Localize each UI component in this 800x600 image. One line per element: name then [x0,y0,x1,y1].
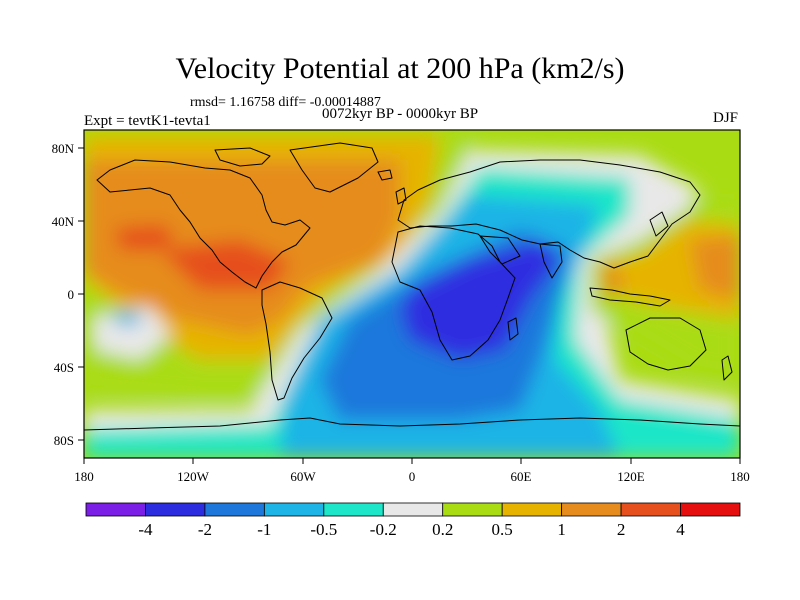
field-cyan-south-pacific [115,312,140,325]
colorbar-bin-4 [323,502,384,517]
map-title: Velocity Potential at 200 hPa (km2/s) [175,52,625,85]
colorbar-bin-3 [263,502,325,517]
field-orange-far-east [690,235,740,300]
field-dark-orange-america [160,240,290,290]
lat-label-40n: 40N [52,214,75,229]
field-gray-south-pacific [92,306,170,360]
coastline-iceland-uk [377,169,407,205]
lon-label-120w: 120W [177,469,210,484]
colorbar-label: 0.5 [492,520,513,539]
colorbar-bin-8 [561,502,622,517]
coastline-greenland [289,142,379,193]
colorbar-label: -4 [138,520,153,539]
colorbar-bin-5 [382,502,444,517]
lon-label-180-west: 180 [74,469,94,484]
coastline-south-america [261,281,333,401]
coastline-africa [391,225,516,361]
coastline-eurasia [397,159,701,269]
lon-label-60w: 60W [290,469,316,484]
coastline-japan [649,211,669,237]
lat-label-40s: 40S [54,360,74,375]
colorbar-bin-0 [85,502,146,517]
experiment-label: Expt = tevtK1-tevta1 [84,113,211,129]
colorbar: -4 -2 -1 -0.5 -0.2 0.2 0.5 1 2 4 [85,502,741,539]
lat-label-0: 0 [68,287,75,302]
field-dark-orange-pacific [115,225,175,250]
colorbar-label: 0.2 [432,520,453,539]
colorbar-bin-2 [204,502,265,517]
colorbar-bin-1 [145,502,206,517]
coastline-india [539,243,563,279]
coastline-north-america [96,159,311,289]
colorbar-label: 2 [617,520,626,539]
colorbar-bin-7 [501,502,563,517]
coastline-antarctica [84,417,740,431]
coastline-australia [625,317,707,371]
colorbar-label: 1 [557,520,566,539]
coastline-arabia [479,235,521,265]
colorbar-label: 4 [676,520,685,539]
coastline-new-zealand [721,355,733,381]
coastline-canadian-arch [214,147,271,167]
colorbar-label: -1 [257,520,271,539]
season-label: DJF [713,110,739,126]
lat-label-80n: 80N [52,141,75,156]
lon-label-60e: 60E [511,469,532,484]
colorbar-label: -0.2 [370,520,397,539]
coastline-maritime-continent [589,287,671,307]
field-dark-blue [400,240,560,360]
colorbar-label: -0.5 [310,520,337,539]
lon-label-180-east: 180 [730,469,750,484]
velocity-potential-field [84,130,740,458]
rmsd-diff-stats: rmsd= 1.16758 diff= -0.00014887 [190,95,381,110]
colorbar-label: -2 [198,520,212,539]
coastline-madagascar [507,317,519,341]
lon-label-0: 0 [409,469,416,484]
field-orange-east [600,262,625,300]
lat-label-80s: 80S [54,433,74,448]
longitude-axis: 180 120W 60W 0 60E 120E 180 [74,458,750,484]
period-label: 0072kyr BP - 0000kyr BP [322,106,479,122]
coastlines [84,142,740,431]
latitude-axis: 80N 40N 0 40S 80S [52,141,84,448]
colorbar-bin-10 [680,502,741,517]
lon-label-120e: 120E [617,469,645,484]
colorbar-bin-9 [620,502,681,517]
colorbar-bin-6 [442,502,503,517]
